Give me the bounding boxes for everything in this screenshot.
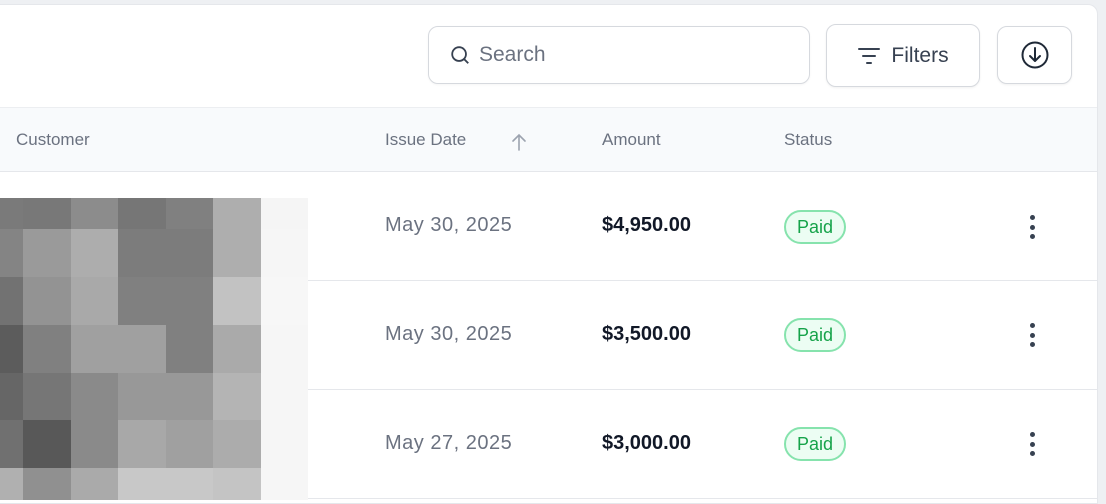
redacted-customer-image <box>0 198 308 500</box>
filter-lines-icon <box>858 47 881 64</box>
redaction-block <box>261 373 308 420</box>
column-header-amount[interactable]: Amount <box>602 130 661 149</box>
redaction-block <box>118 420 166 468</box>
table-row[interactable]: May 30, 2025 $4,950.00 Paid <box>0 172 1097 281</box>
redaction-block <box>213 420 261 468</box>
redaction-block <box>261 325 308 373</box>
table-row[interactable]: May 30, 2025 $3,500.00 Paid <box>0 281 1097 390</box>
column-header-status: Status <box>784 130 833 149</box>
redaction-block <box>166 373 213 420</box>
redaction-block <box>71 229 118 277</box>
search-icon <box>451 46 469 64</box>
redaction-block <box>71 420 118 468</box>
download-button[interactable] <box>997 26 1072 84</box>
column-header-issue-date[interactable]: Issue Date <box>385 130 467 149</box>
redaction-block <box>71 373 118 420</box>
redaction-block <box>261 420 308 468</box>
amount: $3,500.00 <box>602 323 691 345</box>
issue-date: May 30, 2025 <box>385 323 513 345</box>
more-actions-icon[interactable] <box>1022 212 1042 242</box>
search-input[interactable]: Search <box>428 26 810 84</box>
redaction-block <box>261 277 308 325</box>
redaction-block <box>0 420 23 468</box>
amount: $3,000.00 <box>602 432 691 454</box>
more-actions-icon[interactable] <box>1022 429 1042 459</box>
redaction-block <box>23 198 71 229</box>
redaction-block <box>118 468 166 500</box>
redaction-block <box>261 468 308 500</box>
redaction-block <box>166 198 213 229</box>
redaction-block <box>213 229 261 277</box>
table-header: Customer Issue Date Amount Status <box>0 107 1097 172</box>
more-actions-icon[interactable] <box>1022 320 1042 350</box>
redaction-block <box>23 468 71 500</box>
redaction-block <box>213 198 261 229</box>
amount: $4,950.00 <box>602 214 691 236</box>
redaction-block <box>213 373 261 420</box>
redaction-block <box>118 229 166 277</box>
download-circle-icon <box>1021 41 1048 69</box>
redaction-block <box>71 325 118 373</box>
redaction-block <box>23 325 71 373</box>
redaction-block <box>0 468 23 500</box>
redaction-block <box>71 277 118 325</box>
redaction-block <box>71 198 118 229</box>
redaction-block <box>23 420 71 468</box>
redaction-block <box>261 229 308 277</box>
redaction-block <box>213 277 261 325</box>
search-placeholder: Search <box>479 43 546 66</box>
redaction-block <box>23 229 71 277</box>
redaction-block <box>0 229 23 277</box>
status-badge: Paid <box>784 210 847 244</box>
status-badge: Paid <box>784 427 847 461</box>
redaction-block <box>0 325 23 373</box>
redaction-block <box>118 277 166 325</box>
column-header-customer[interactable]: Customer <box>16 130 90 149</box>
redaction-block <box>23 373 71 420</box>
invoices-table-card: Search Filters Customer Issue Date Amoun… <box>0 4 1098 504</box>
redaction-block <box>118 325 166 373</box>
issue-date: May 30, 2025 <box>385 214 513 236</box>
redaction-block <box>166 325 213 373</box>
filters-button[interactable]: Filters <box>826 24 980 87</box>
redaction-block <box>71 468 118 500</box>
redaction-block <box>213 325 261 373</box>
redaction-block <box>166 420 213 468</box>
redaction-block <box>261 198 308 229</box>
filters-label: Filters <box>891 43 949 67</box>
redaction-block <box>0 198 23 229</box>
sort-ascending-icon[interactable] <box>511 133 527 151</box>
redaction-block <box>0 277 23 325</box>
redaction-block <box>118 373 166 420</box>
redaction-block <box>0 373 23 420</box>
redaction-block <box>213 468 261 500</box>
redaction-block <box>166 468 213 500</box>
redaction-block <box>166 277 213 325</box>
redaction-block <box>166 229 213 277</box>
status-badge: Paid <box>784 318 847 352</box>
redaction-block <box>118 198 166 229</box>
redaction-block <box>23 277 71 325</box>
issue-date: May 27, 2025 <box>385 432 513 454</box>
